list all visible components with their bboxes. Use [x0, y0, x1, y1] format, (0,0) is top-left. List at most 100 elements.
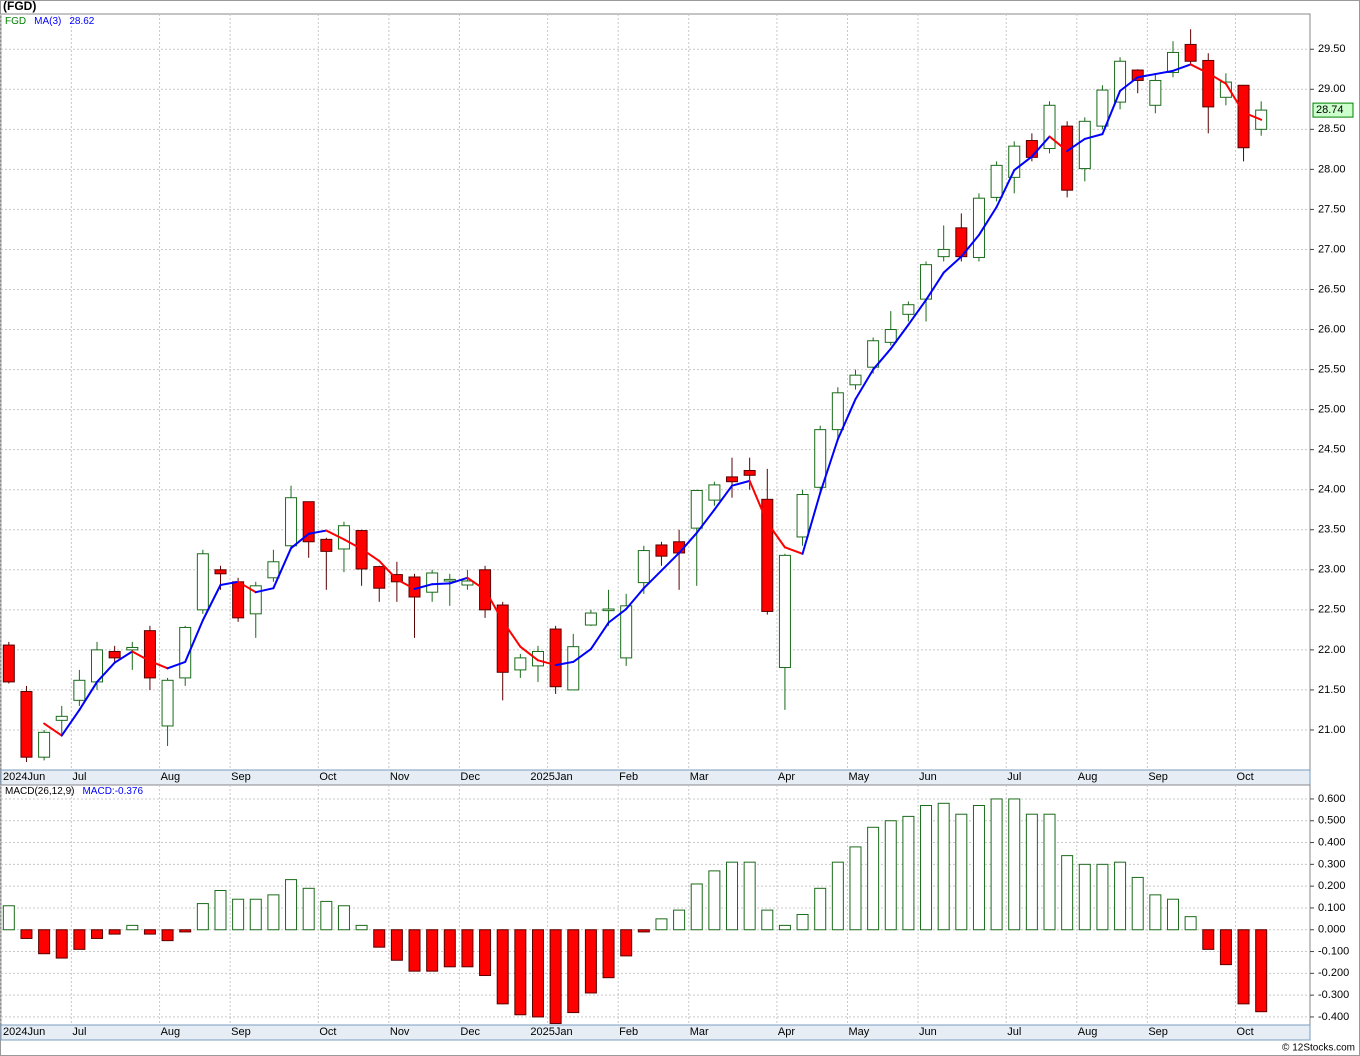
ma-line	[1171, 63, 1192, 72]
candle-body	[1078, 120, 1091, 170]
candle-body	[1219, 81, 1232, 98]
ma-line	[660, 551, 681, 572]
candle-body	[20, 691, 33, 758]
candle-body	[249, 585, 262, 615]
ma-line	[43, 722, 63, 737]
macd-bar	[108, 929, 121, 935]
ma-line	[731, 479, 751, 487]
y-tick-label: -0.300	[1318, 989, 1349, 1001]
y-tick-label: 26.50	[1318, 283, 1346, 295]
ma-line	[1030, 135, 1051, 158]
x-tick-label: Dec	[460, 1026, 480, 1038]
ma-line	[1242, 111, 1263, 121]
x-tick-label: Jul	[72, 771, 86, 783]
candle-body	[602, 608, 615, 612]
macd-bar	[937, 802, 950, 931]
ma-line	[554, 660, 575, 667]
macd-bar	[1149, 894, 1162, 931]
ma-line	[907, 298, 928, 326]
ma-line	[625, 587, 645, 611]
candle-body	[726, 476, 739, 483]
y-tick-label: 0.400	[1318, 836, 1346, 848]
legend-macd-value: -0.376	[115, 786, 144, 797]
macd-bar	[426, 929, 439, 972]
candle-body	[179, 626, 192, 679]
ma-line	[1083, 133, 1104, 140]
macd-bar	[126, 924, 139, 931]
ma-line	[872, 347, 892, 371]
macd-bar	[1025, 813, 1038, 931]
candle-body	[531, 650, 544, 667]
y-tick-label: 0.300	[1318, 858, 1346, 870]
legend-ma-value: 28.62	[69, 16, 94, 27]
marks	[2, 29, 1268, 1024]
candle-body	[884, 329, 897, 343]
ma-line	[607, 608, 628, 624]
macd-bar	[849, 846, 862, 931]
macd-bar	[2, 905, 15, 931]
y-tick-label: 25.50	[1318, 363, 1346, 375]
candle-body	[267, 561, 280, 579]
macd-bar	[743, 861, 756, 931]
macd-bar	[249, 898, 262, 931]
ma-line	[290, 532, 310, 550]
macd-bar	[514, 929, 527, 1016]
macd-bar	[196, 903, 209, 931]
macd-bar	[1219, 929, 1232, 966]
candle-body	[196, 553, 209, 611]
grid	[0, 14, 1310, 1025]
y-tick-label: 27.50	[1318, 203, 1346, 215]
candle-body	[761, 498, 774, 612]
ma-line	[219, 580, 240, 587]
legend-symbol: FGD	[5, 16, 26, 27]
macd-bar	[884, 820, 897, 931]
y-tick-label: 27.00	[1318, 243, 1346, 255]
ma-line	[783, 546, 804, 555]
macd-bar	[461, 929, 474, 968]
candle-body	[1131, 69, 1144, 81]
ma-line	[342, 538, 363, 550]
candle-body	[302, 501, 315, 543]
x-tick-label: Jul	[1007, 771, 1021, 783]
candle-body	[1202, 59, 1215, 108]
ma-line	[819, 438, 839, 494]
candle-body	[126, 646, 139, 651]
macd-bar	[955, 813, 968, 931]
ma-line	[713, 484, 734, 511]
macd-bar	[673, 909, 686, 931]
candle-body	[373, 566, 386, 589]
candle-body	[990, 164, 1003, 198]
macd-bar	[285, 879, 298, 931]
macd-bar	[567, 929, 580, 1014]
ma-line	[1048, 135, 1069, 152]
macd-bar	[990, 798, 1003, 931]
ma-line	[1136, 73, 1157, 79]
x-axis-band	[0, 1024, 1311, 1041]
candle-body	[55, 715, 68, 721]
ma-line	[1066, 137, 1086, 152]
y-tick-label: 23.50	[1318, 524, 1346, 536]
candle-body	[567, 646, 580, 691]
y-tick-label: 21.00	[1318, 724, 1346, 736]
candle-body	[514, 657, 527, 671]
macd-bar	[302, 887, 315, 931]
candle-body	[937, 248, 950, 258]
y-tick-label: 22.00	[1318, 644, 1346, 656]
macd-bar	[920, 804, 933, 931]
candle-body	[637, 550, 650, 584]
macd-bar	[1131, 876, 1144, 931]
x-tick-label: May	[848, 771, 869, 783]
x-axis-band	[0, 769, 1311, 786]
ma-line	[889, 323, 910, 350]
macd-bar	[496, 929, 509, 1005]
macd-bar	[814, 887, 827, 931]
ma-line	[854, 368, 875, 401]
macd-bar	[73, 929, 86, 950]
macd-bar	[408, 929, 421, 972]
ma-line	[977, 206, 998, 237]
candle-body	[1061, 125, 1074, 191]
legend: MACD(26,12,9) MACD:-0.376	[5, 786, 143, 797]
x-tick-label: Feb	[619, 771, 638, 783]
macd-bar	[1008, 798, 1021, 931]
